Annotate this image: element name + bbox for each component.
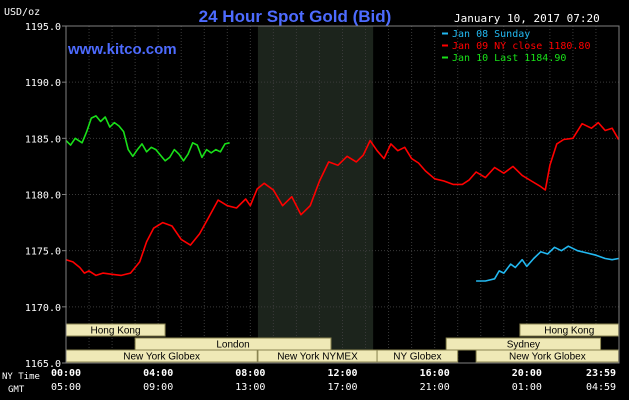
session-band: New York Globex [475,349,620,363]
session-band: Hong Kong [65,323,166,337]
gmt-row-label: GMT [8,385,25,395]
series-line-2 [65,115,230,162]
series-lines [65,115,620,282]
y-tick-label: 1175.0 [25,247,61,258]
y-tick-labels: 1195.0 1190.0 1185.0 1180.0 1175.0 1170.0 1165… [25,22,66,370]
x-tick-label-gmt: 21:00 [420,382,450,393]
x-tick-label-gmt: 13:00 [235,382,265,393]
x-tick-label-ny: 20:00 [512,368,542,379]
legend-entry: Jan 10 Last 1184.90 [442,53,566,64]
x-tick-label-ny: 00:00 [51,368,81,379]
session-band-label: New York Globex [123,352,200,363]
session-band-label: Sydney [507,340,540,351]
session-band-box [376,349,459,363]
session-band: Hong Kong [519,323,620,337]
timestamp: January 10, 2017 07:20 [454,12,600,25]
session-band-label: NY Globex [393,352,441,363]
session-band-label: New York NYMEX [277,352,358,363]
legend-label: Jan 09 NY close 1180.80 [452,41,590,52]
y-tick-label: 1190.0 [25,78,61,89]
x-tick-label-gmt: 09:00 [143,382,173,393]
chart-title: 24 Hour Spot Gold (Bid) [199,7,392,26]
session-band-label: Hong Kong [91,326,141,337]
session-band: New York NYMEX [257,349,378,363]
legend-entry: Jan 08 Sunday [442,29,530,40]
x-tick-label-ny: 16:00 [420,368,450,379]
ny-time-row-label: NY Time [2,372,40,382]
x-tick-label-gmt: 01:00 [512,382,542,393]
session-band: New York Globex [65,349,258,363]
x-tick-label-ny: 23:59 [586,368,616,379]
x-tick-label-ny: 12:00 [327,368,357,379]
series-line-1 [65,121,620,277]
x-tick-label-gmt: 17:00 [327,382,357,393]
x-tick-label-ny: 08:00 [235,368,265,379]
legend-label: Jan 10 Last 1184.90 [452,53,566,64]
y-axis-label: USD/oz [4,7,40,18]
session-band: NY Globex [376,349,459,363]
y-tick-label: 1170.0 [25,303,61,314]
y-tick-label: 1165.0 [25,359,61,370]
x-tick-label-gmt: 05:00 [51,382,81,393]
session-band-label: New York Globex [509,352,586,363]
session-band: London [134,337,332,351]
y-tick-label: 1180.0 [25,191,61,202]
legend-entry: Jan 09 NY close 1180.80 [442,41,590,52]
brand-watermark: www.kitco.com [67,41,177,58]
x-tick-label-gmt: 04:59 [586,382,616,393]
session-bands: Hong Kong London New York Globex New York N… [65,323,620,363]
x-tick-labels: 00:00 05:00 04:00 09:00 08:00 13:00 12:00 17:00… [51,368,616,393]
legend-label: Jan 08 Sunday [452,29,530,40]
y-tick-label: 1185.0 [25,134,61,145]
session-band-label: Hong Kong [544,326,594,337]
series-line-0 [476,245,619,282]
x-tick-label-ny: 04:00 [143,368,173,379]
session-band-label: London [216,340,249,351]
session-band: Sydney [445,337,602,351]
y-tick-label: 1195.0 [25,22,61,33]
